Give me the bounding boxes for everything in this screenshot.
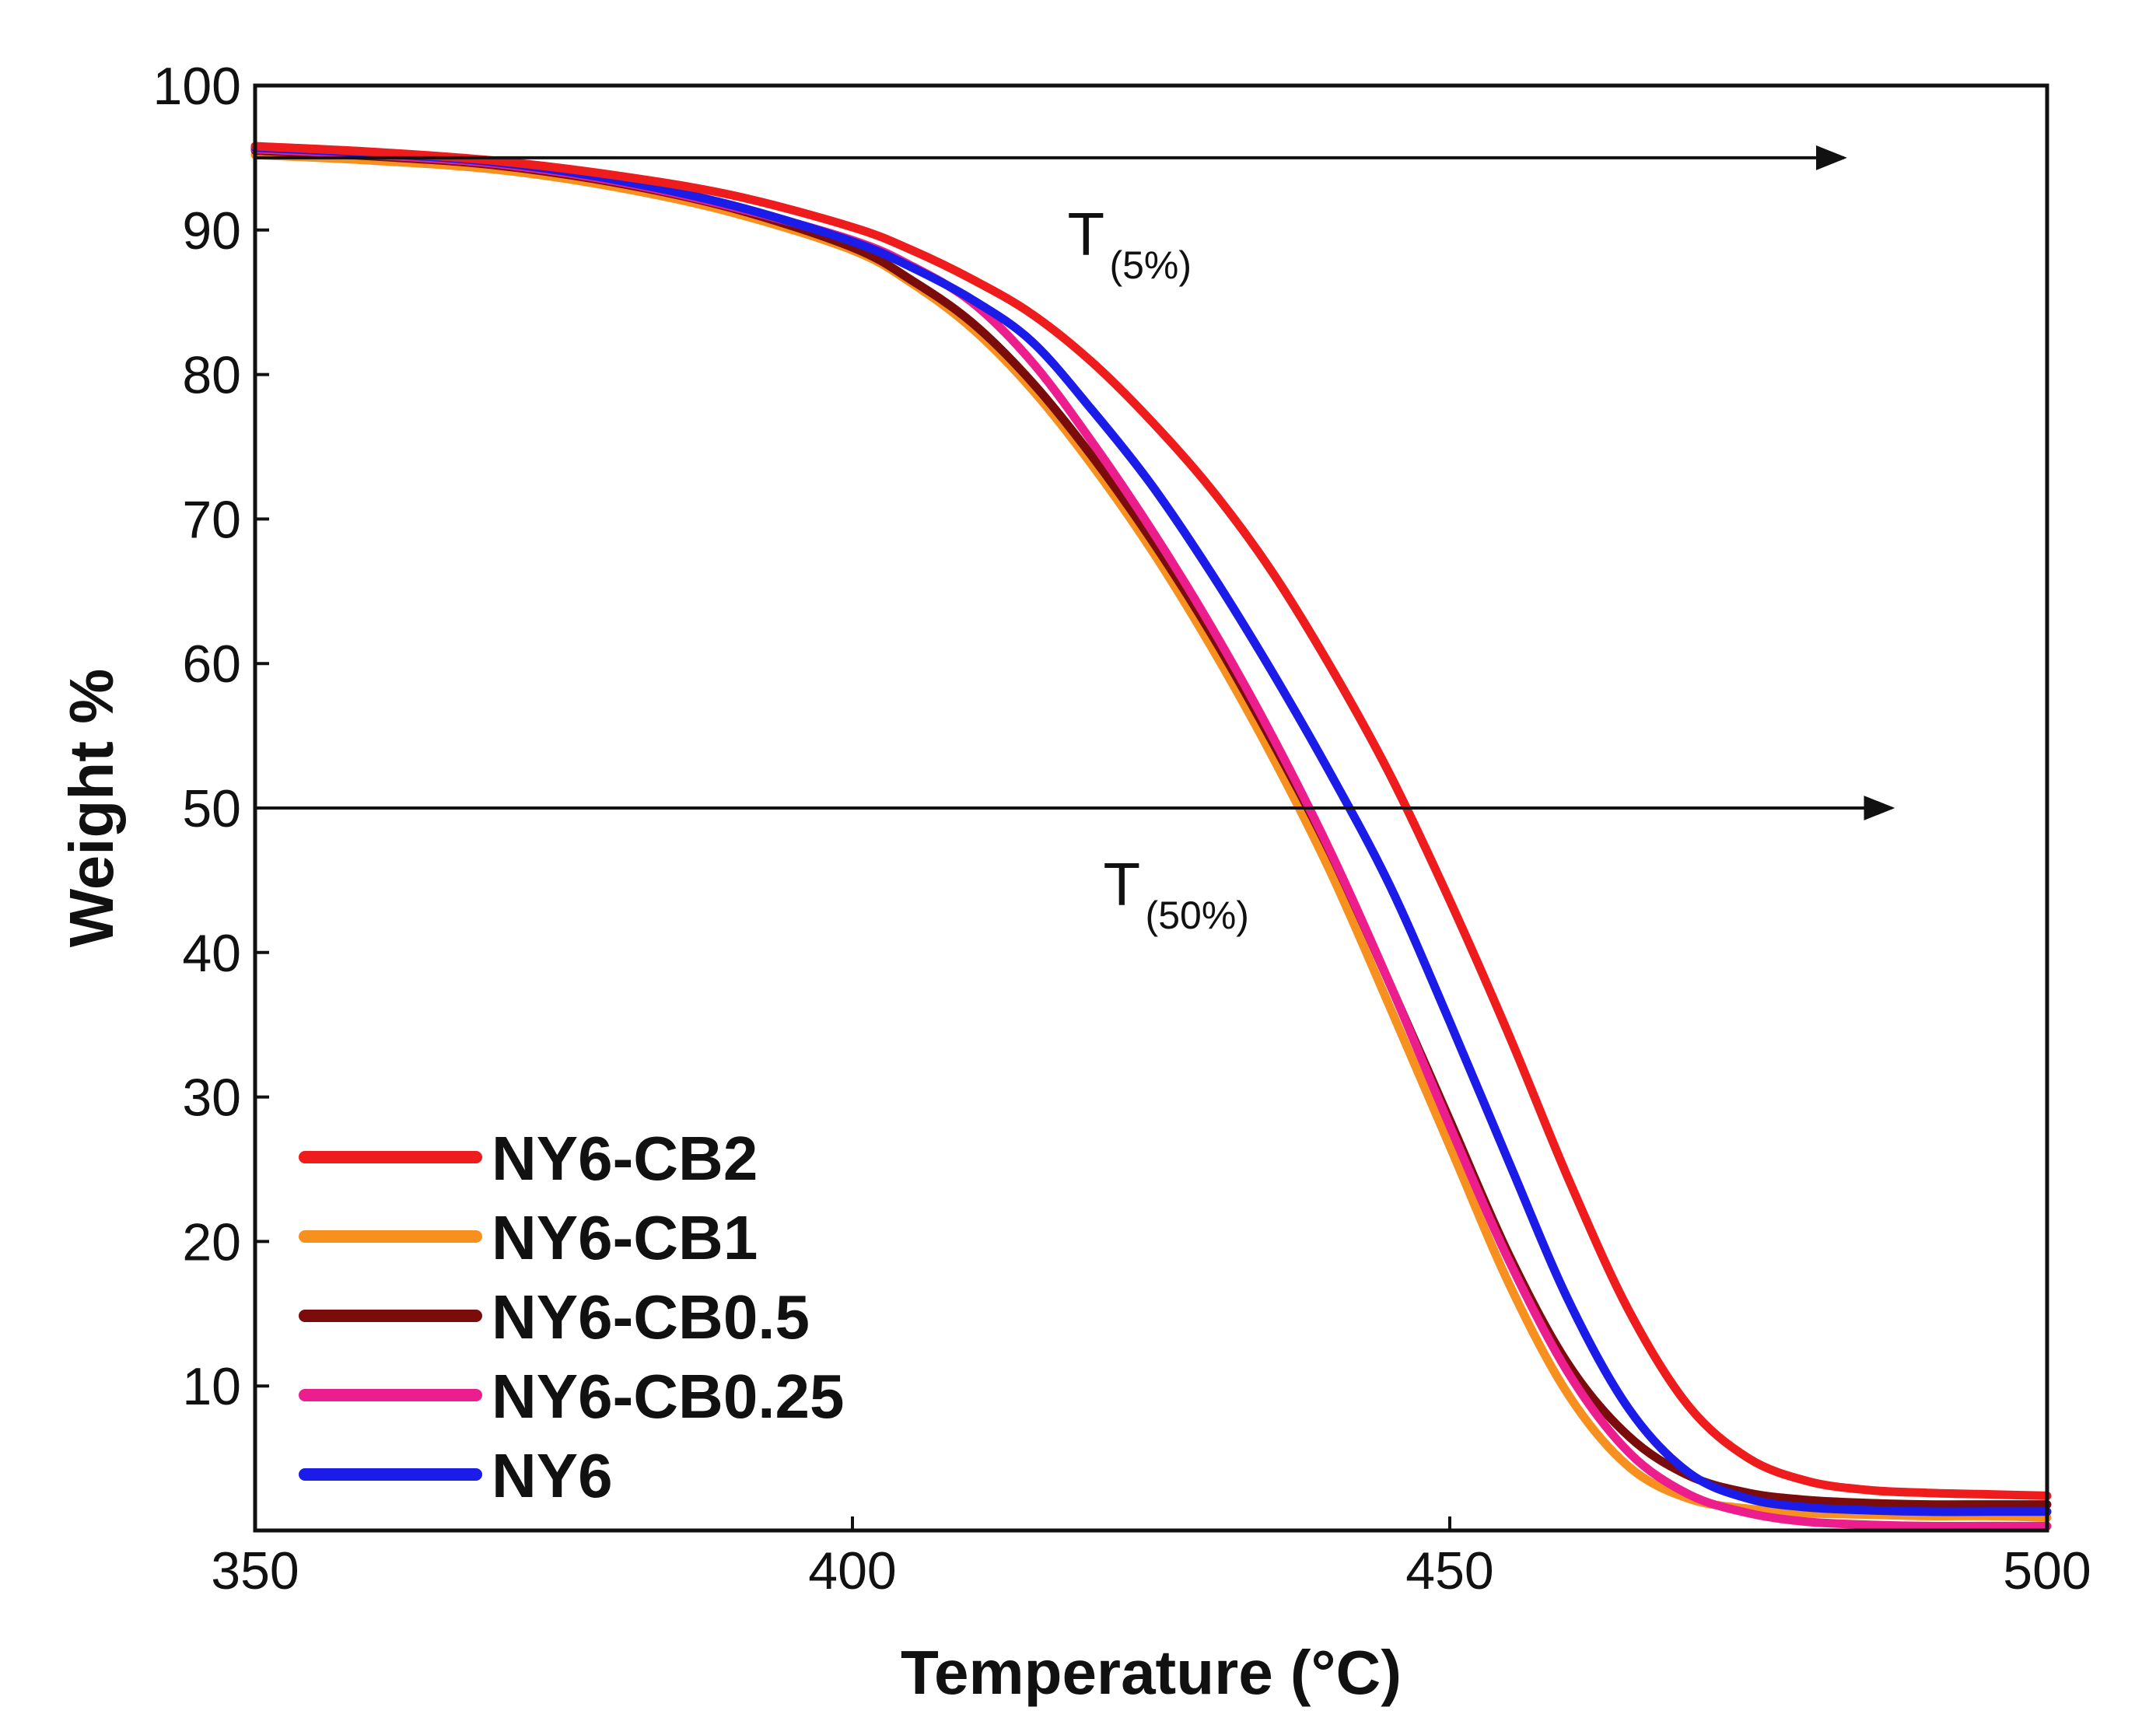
legend: NY6-CB2 NY6-CB1 NY6-CB0.5 NY6-CB0.25 NY6 (299, 1124, 845, 1510)
x-tick-label-400: 400 (808, 1541, 896, 1600)
annotation-t5-main: T (1067, 200, 1104, 268)
series-layer (250, 142, 2052, 1531)
y-tick-label-100: 100 (153, 57, 241, 116)
annotation-t50-main: T (1104, 850, 1141, 918)
annotation-t5-sub: (5%) (1109, 243, 1192, 287)
x-tick-label-350: 350 (211, 1541, 299, 1600)
legend-label-ny6-cb0-25: NY6-CB0.25 (492, 1362, 845, 1431)
legend-label-ny6-cb1: NY6-CB1 (492, 1203, 758, 1272)
legend-label-ny6-cb0-5: NY6-CB0.5 (492, 1282, 810, 1352)
y-tick-label-10: 10 (182, 1357, 241, 1416)
annotation-t50-sub: (50%) (1146, 894, 1249, 937)
x-tick-label-450: 450 (1405, 1541, 1493, 1600)
y-tick-label-30: 30 (182, 1069, 241, 1128)
y-tick-label-90: 90 (182, 201, 241, 261)
legend-label-ny6: NY6 (492, 1441, 613, 1510)
y-tick-label-60: 60 (182, 635, 241, 694)
annotation-layer: T (5%)T (50%) (255, 145, 1895, 937)
tick-layer: 350 400 450 500 10 20 30 40 50 60 70 80 90 100 (153, 57, 2091, 1600)
x-tick-label-500: 500 (2003, 1541, 2091, 1600)
y-tick-label-70: 70 (182, 490, 241, 549)
y-tick-label-80: 80 (182, 346, 241, 405)
x-axis-title: Temperature (°C) (901, 1638, 1402, 1707)
y-tick-label-40: 40 (182, 924, 241, 983)
series-line-ny6 (250, 143, 2052, 1516)
y-axis-title: Weight % (57, 669, 126, 948)
series-line-ny6-cb2 (250, 142, 2052, 1500)
legend-label-ny6-cb2: NY6-CB2 (492, 1124, 758, 1193)
y-tick-label-20: 20 (182, 1212, 241, 1272)
y-tick-label-50: 50 (182, 779, 241, 838)
